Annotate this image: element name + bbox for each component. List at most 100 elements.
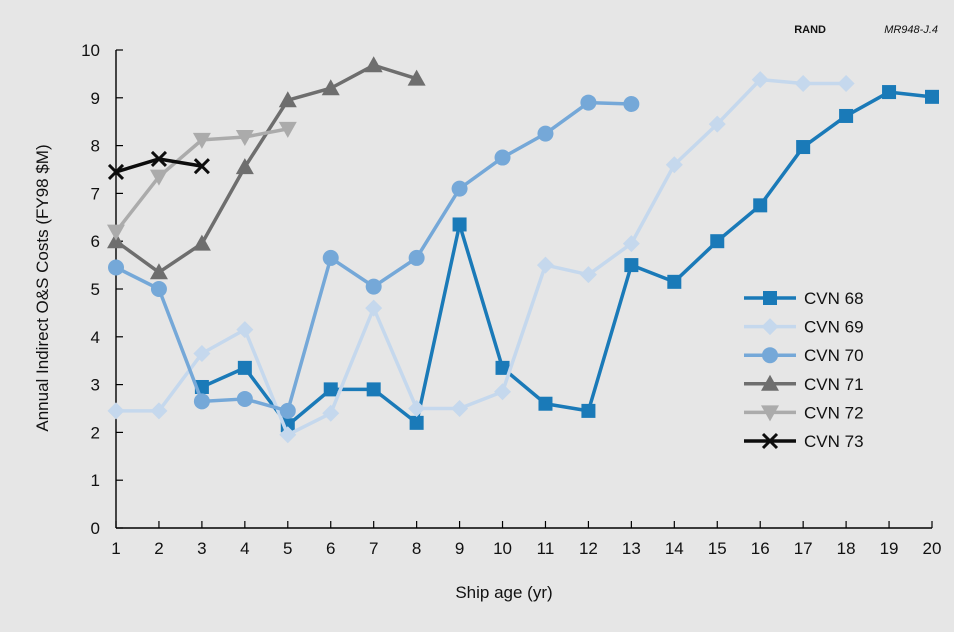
data-point: [408, 400, 426, 417]
data-point: [150, 402, 168, 420]
data-point: [279, 426, 297, 444]
x-tick-label: 3: [197, 539, 206, 558]
x-tick-label: 13: [622, 539, 641, 558]
data-point: [366, 382, 381, 397]
legend: CVN 68 CVN 69 CVN 70 CVN 71 CVN 72 CVN 73: [744, 289, 864, 451]
legend-label: CVN 72: [804, 403, 864, 422]
data-point: [579, 266, 597, 284]
data-point: [624, 258, 639, 273]
legend-marker: [763, 291, 777, 305]
data-point: [494, 149, 511, 166]
series-cvn-72: [107, 121, 297, 241]
data-point: [279, 402, 296, 419]
data-point: [364, 56, 383, 73]
legend-item: CVN 73: [744, 432, 864, 451]
legend-label: CVN 69: [804, 318, 864, 337]
legend-item: CVN 72: [744, 403, 864, 422]
data-point: [451, 400, 469, 417]
data-point: [451, 180, 468, 197]
data-point: [236, 390, 253, 407]
data-point: [193, 345, 211, 363]
x-axis-title: Ship age (yr): [455, 583, 552, 602]
x-tick-label: 7: [369, 539, 378, 558]
data-point: [108, 259, 124, 276]
data-point: [794, 74, 812, 92]
x-tick-label: 15: [708, 539, 727, 558]
data-point: [322, 404, 340, 422]
legend-item: CVN 70: [744, 346, 864, 365]
x-tick-label: 18: [837, 539, 856, 558]
legend-label: CVN 71: [804, 375, 864, 394]
y-tick-label: 10: [81, 41, 100, 60]
legend-marker: [761, 405, 779, 422]
data-point: [536, 256, 554, 274]
x-tick-label: 12: [579, 539, 598, 558]
series-cvn-69: [107, 71, 855, 444]
data-point: [236, 321, 254, 339]
data-point: [925, 89, 939, 104]
legend-label: CVN 70: [804, 346, 864, 365]
legend-marker: [761, 432, 779, 450]
x-tick-label: 6: [326, 539, 335, 558]
data-point: [622, 235, 640, 253]
legend-item: CVN 69: [744, 318, 864, 337]
x-tick-label: 9: [455, 539, 464, 558]
data-point: [150, 281, 167, 297]
data-point: [537, 125, 554, 142]
data-point: [837, 74, 855, 92]
data-point: [150, 150, 168, 168]
y-tick-label: 0: [91, 519, 100, 538]
data-point: [408, 249, 425, 266]
source-org: RAND: [794, 24, 826, 36]
legend-marker: [761, 374, 779, 391]
data-point: [494, 383, 512, 401]
data-point: [452, 217, 467, 232]
y-tick-label: 6: [91, 232, 100, 251]
y-tick-label: 9: [91, 89, 100, 108]
data-point: [235, 129, 254, 146]
legend-item: CVN 68: [744, 289, 864, 308]
data-point: [192, 234, 211, 251]
x-tick-label: 16: [751, 539, 770, 558]
data-point: [710, 234, 725, 249]
x-tick-label: 8: [412, 539, 421, 558]
series-layer: [107, 56, 939, 444]
data-point: [839, 108, 854, 123]
series-cvn-68: [194, 85, 939, 433]
data-point: [278, 121, 297, 138]
series-line: [201, 90, 933, 427]
legend-marker: [761, 318, 779, 336]
legend-label: CVN 73: [804, 432, 864, 451]
data-point: [149, 263, 168, 280]
data-point: [365, 278, 382, 295]
y-tick-label: 7: [91, 184, 100, 203]
data-point: [796, 140, 811, 155]
x-tick-label: 19: [880, 539, 899, 558]
data-point: [193, 158, 210, 175]
y-axis-title: Annual Indirect O&S Costs (FY98 $M): [33, 144, 52, 431]
data-point: [495, 360, 510, 375]
data-point: [149, 169, 168, 186]
data-point: [107, 163, 125, 180]
data-point: [107, 402, 125, 420]
data-point: [235, 158, 254, 175]
y-tick-label: 2: [91, 423, 100, 442]
data-point: [581, 403, 596, 418]
data-point: [580, 94, 597, 111]
x-tick-label: 5: [283, 539, 292, 558]
data-point: [107, 224, 125, 241]
data-point: [237, 360, 252, 375]
data-point: [753, 198, 768, 213]
y-tick-label: 1: [91, 471, 100, 490]
series-cvn-70: [108, 94, 640, 419]
data-point: [322, 249, 339, 266]
y-tick-label: 3: [91, 376, 100, 395]
data-point: [751, 71, 769, 89]
data-point: [667, 274, 682, 289]
y-tick-label: 8: [91, 137, 100, 156]
y-tick-label: 5: [91, 280, 100, 299]
x-tick-label: 1: [111, 539, 120, 558]
x-tick-label: 4: [240, 539, 249, 558]
